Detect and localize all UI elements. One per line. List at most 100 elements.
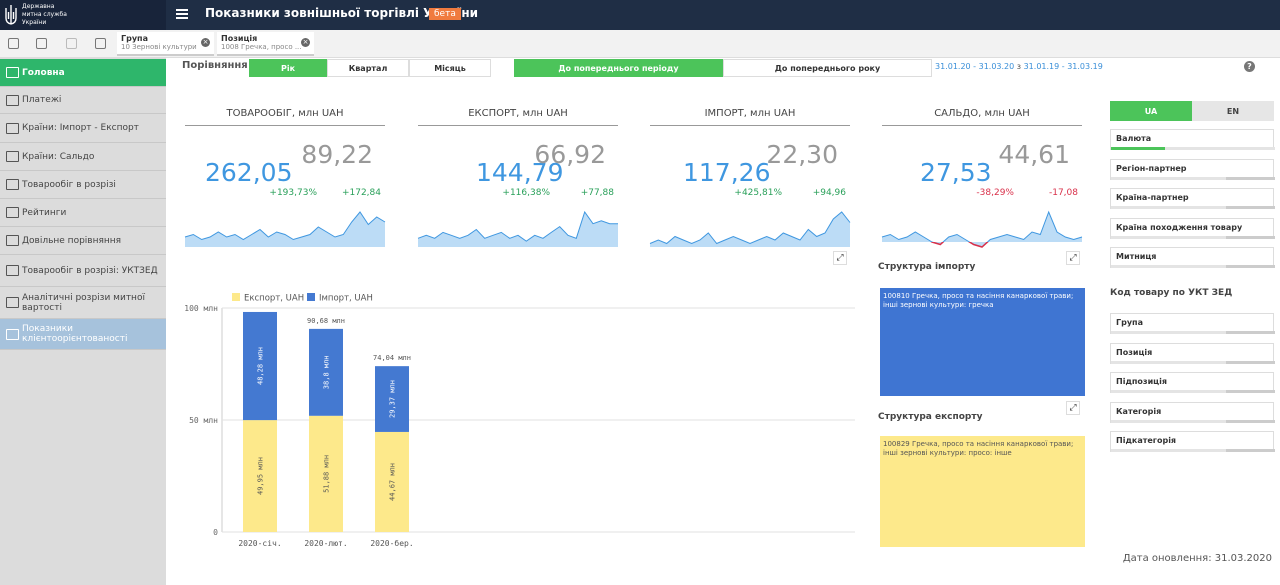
- expand-button[interactable]: ⤢: [1066, 401, 1080, 415]
- code-section-title: Код товару по УКТ ЗЕД: [1110, 288, 1233, 298]
- filter[interactable]: Регіон-партнер: [1110, 158, 1275, 180]
- sparkline-area: [882, 212, 1082, 247]
- selection-chip[interactable]: Позиція 1008 Гречка, просо ... ×: [217, 32, 314, 56]
- filter[interactable]: Країна-партнер: [1110, 188, 1275, 209]
- y-tick-label: 0: [213, 528, 218, 537]
- selection-chip[interactable]: Група 10 Зернові культури ×: [117, 32, 214, 56]
- expand-button[interactable]: ⤢: [1066, 251, 1080, 265]
- kpi-previous: 89,22: [301, 140, 373, 169]
- granularity-button[interactable]: Місяць: [409, 59, 491, 77]
- chip-close[interactable]: ×: [201, 38, 210, 47]
- nav-icon: [6, 265, 19, 276]
- filter[interactable]: Позиція: [1110, 342, 1275, 364]
- kpi-change-abs: -17,08: [1048, 188, 1078, 198]
- nav-item[interactable]: Платежі: [0, 87, 166, 114]
- bar-segment: [309, 328, 343, 416]
- sparkline: [649, 211, 851, 245]
- logo-line: України: [22, 19, 47, 26]
- nav-label: Товарообіг в розрізі: [22, 179, 116, 190]
- menu-button[interactable]: [176, 9, 188, 21]
- language-option[interactable]: EN: [1192, 101, 1274, 121]
- nav-label: Платежі: [22, 95, 62, 105]
- kpi-previous: 22,30: [766, 140, 838, 169]
- nav-icon: [6, 235, 19, 246]
- nav-label: Показники клієнтоорієнтованості: [22, 324, 128, 344]
- language-option[interactable]: UA: [1110, 101, 1192, 121]
- kpi-change-pct: +425,81%: [734, 188, 782, 198]
- filter[interactable]: Митниця: [1110, 247, 1275, 268]
- y-tick-label: 50 млн: [189, 416, 218, 425]
- value-label: 29,37 млн: [389, 380, 397, 418]
- current-period: 31.01.20 - 31.03.20: [935, 62, 1015, 71]
- legend-swatch: [307, 293, 315, 301]
- nav-icon: [6, 297, 19, 308]
- filter[interactable]: Категорія: [1110, 401, 1275, 423]
- filter-progress: [1111, 360, 1275, 364]
- nav-item[interactable]: Товарообіг в розрізі: УКТЗЕД: [0, 255, 166, 287]
- filter-progress: [1111, 419, 1275, 423]
- nav-label: Довільне порівняння: [22, 235, 122, 246]
- sparkline-area: [650, 212, 850, 247]
- filter-progress: [1111, 449, 1275, 452]
- mode-button[interactable]: До попереднього року: [723, 59, 932, 77]
- sparkline: [184, 211, 386, 241]
- sparkline-negative: [930, 242, 989, 248]
- tool-clear[interactable]: [95, 38, 106, 49]
- filter[interactable]: Група: [1110, 313, 1275, 334]
- help-button[interactable]: ?: [1244, 61, 1255, 72]
- expand-button[interactable]: ⤢: [833, 251, 847, 265]
- nav-item[interactable]: Країни: Сальдо: [0, 143, 166, 171]
- kpi-change-pct: -38,29%: [976, 188, 1014, 198]
- filter-progress: [1111, 390, 1275, 393]
- sparkline: [417, 210, 618, 242]
- value-label: 49,95 млн: [257, 457, 265, 495]
- nav-item[interactable]: Показники клієнтоорієнтованості: [0, 319, 166, 350]
- structure-title: Структура експорту: [878, 412, 983, 422]
- legend-swatch: [232, 293, 240, 301]
- tool-search[interactable]: [8, 38, 19, 49]
- nav-icon: [6, 179, 19, 190]
- mode-button[interactable]: До попереднього періоду: [514, 59, 723, 77]
- nav-item[interactable]: Головна: [0, 59, 166, 87]
- nav-icon: [6, 328, 19, 340]
- tool-back[interactable]: [36, 38, 47, 49]
- nav-label: Головна: [22, 67, 65, 78]
- nav-item[interactable]: Рейтинги: [0, 199, 166, 227]
- kpi-value: 117,26: [683, 158, 771, 187]
- x-tick-label: 2020-бер.: [370, 538, 413, 548]
- filter-progress: [1111, 147, 1275, 150]
- nav-icon: [6, 207, 19, 218]
- chip-field: Група: [121, 34, 148, 43]
- kpi-title: ІМПОРТ, млн UAH: [650, 108, 850, 126]
- nav-item[interactable]: Аналітичні розрізи митної вартості: [0, 287, 166, 319]
- nav-item[interactable]: Товарообіг в розрізі: [0, 171, 166, 199]
- app-title: Показники зовнішньої торгівлі України: [205, 6, 479, 20]
- filter-progress: [1111, 235, 1275, 239]
- bar-segment: [243, 420, 277, 532]
- kpi-title: ЕКСПОРТ, млн UAH: [418, 108, 618, 126]
- bar-segment: [243, 311, 277, 421]
- granularity-button[interactable]: Рік: [249, 59, 327, 77]
- granularity-button[interactable]: Квартал: [327, 59, 409, 77]
- filter[interactable]: Підпозиція: [1110, 372, 1275, 393]
- sparkline: [881, 210, 1083, 248]
- trident-icon: [5, 5, 17, 25]
- kpi-title: САЛЬДО, млн UAH: [882, 108, 1082, 126]
- period: 31.01.20 - 31.03.20 з 31.01.19 - 31.03.1…: [935, 62, 1103, 71]
- filter-progress: [1111, 176, 1275, 180]
- nav-item[interactable]: Країни: Імпорт - Експорт: [0, 114, 166, 143]
- filter[interactable]: Підкатегорія: [1110, 431, 1275, 452]
- filter[interactable]: Країна походження товару: [1110, 217, 1275, 239]
- logo-text: Державна митна служба України: [22, 3, 67, 27]
- chip-close[interactable]: ×: [301, 38, 310, 47]
- tool-forward[interactable]: [66, 38, 77, 49]
- bar-segment: [375, 366, 409, 432]
- nav-item[interactable]: Довільне порівняння: [0, 227, 166, 255]
- treemap-tile: 100829 Гречка, просо та насіння канарков…: [880, 436, 1085, 547]
- x-tick-label: 2020-лют.: [304, 539, 347, 548]
- sparkline-area: [185, 212, 385, 247]
- nav-label: Країни: Імпорт - Експорт: [22, 123, 139, 133]
- beta-badge: бета: [429, 8, 461, 20]
- filter[interactable]: Валюта: [1110, 129, 1275, 150]
